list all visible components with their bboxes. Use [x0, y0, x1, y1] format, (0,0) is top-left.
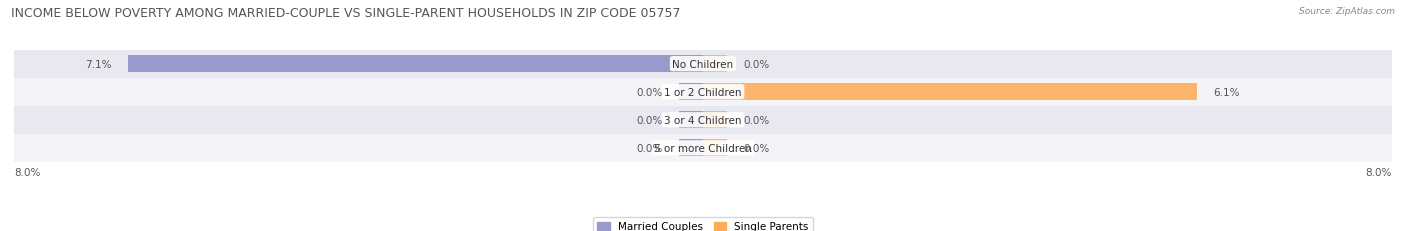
Bar	[679, 112, 703, 129]
Bar	[14, 106, 1392, 134]
Bar	[128, 56, 703, 73]
Bar	[14, 134, 1392, 162]
Text: 0.0%: 0.0%	[637, 143, 662, 153]
Text: 5 or more Children: 5 or more Children	[654, 143, 752, 153]
Bar	[14, 78, 1392, 106]
Text: 3 or 4 Children: 3 or 4 Children	[664, 115, 742, 125]
Text: INCOME BELOW POVERTY AMONG MARRIED-COUPLE VS SINGLE-PARENT HOUSEHOLDS IN ZIP COD: INCOME BELOW POVERTY AMONG MARRIED-COUPL…	[11, 7, 681, 20]
Text: 0.0%: 0.0%	[744, 115, 769, 125]
Bar	[703, 140, 727, 157]
Bar	[703, 56, 727, 73]
Bar	[703, 112, 727, 129]
Text: 7.1%: 7.1%	[84, 59, 111, 69]
Text: 0.0%: 0.0%	[637, 115, 662, 125]
Text: 0.0%: 0.0%	[744, 59, 769, 69]
Bar	[679, 84, 703, 101]
Text: No Children: No Children	[672, 59, 734, 69]
Bar	[703, 84, 1198, 101]
Text: 0.0%: 0.0%	[744, 143, 769, 153]
Text: 0.0%: 0.0%	[637, 87, 662, 97]
Bar	[679, 140, 703, 157]
Text: 8.0%: 8.0%	[1365, 167, 1392, 177]
Text: 6.1%: 6.1%	[1213, 87, 1240, 97]
Text: Source: ZipAtlas.com: Source: ZipAtlas.com	[1299, 7, 1395, 16]
Legend: Married Couples, Single Parents: Married Couples, Single Parents	[593, 217, 813, 231]
Bar	[14, 50, 1392, 78]
Text: 8.0%: 8.0%	[14, 167, 41, 177]
Text: 1 or 2 Children: 1 or 2 Children	[664, 87, 742, 97]
